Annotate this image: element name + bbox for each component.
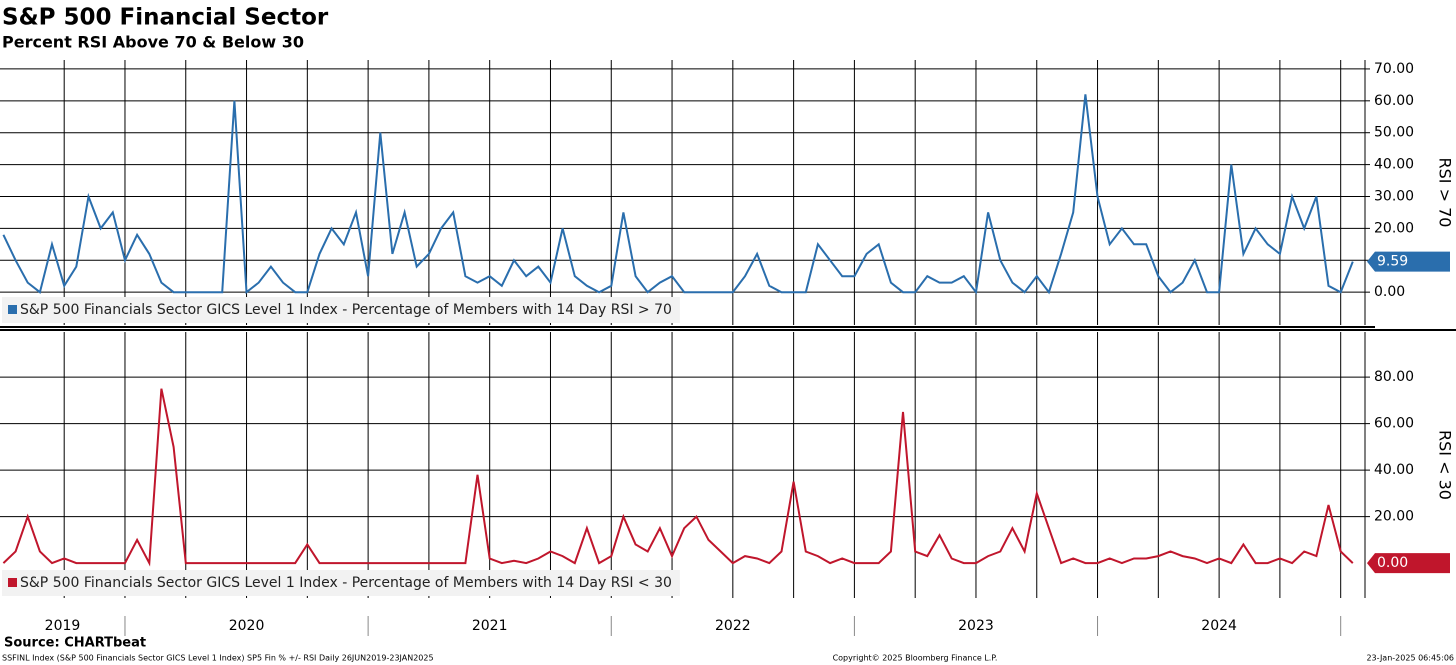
source: Source: CHARTbeat [4, 636, 146, 651]
legend-box [2, 297, 680, 323]
legend-swatch [8, 578, 17, 587]
plot-area [0, 60, 1365, 325]
x-tick-label: 2023 [958, 618, 994, 634]
legend-box [2, 570, 680, 596]
y-tick-label: 40.00 [1374, 462, 1414, 478]
x-tick-label: 2024 [1201, 618, 1237, 634]
legend-swatch [8, 305, 17, 314]
last-value-label: 9.59 [1377, 254, 1408, 270]
y-tick-label: 20.00 [1374, 509, 1414, 525]
y-tick-label: 40.00 [1374, 157, 1414, 173]
y-tick-label: 70.00 [1374, 61, 1414, 77]
legend: S&P 500 Financials Sector GICS Level 1 I… [2, 570, 680, 596]
data-line [2, 388, 1354, 567]
chart-title: S&P 500 Financial Sector [2, 5, 329, 31]
footer-left: SSFINL Index (S&P 500 Financials Sector … [2, 654, 434, 663]
data-line [2, 94, 1354, 295]
legend: S&P 500 Financials Sector GICS Level 1 I… [2, 297, 680, 323]
y-tick-label: 60.00 [1374, 416, 1414, 432]
footer-center: Copyright© 2025 Bloomberg Finance L.P. [833, 654, 998, 663]
chart-subtitle: Percent RSI Above 70 & Below 30 [2, 33, 304, 52]
y-tick-label: 60.00 [1374, 93, 1414, 109]
plot-area [0, 332, 1365, 598]
x-tick-label: 2019 [45, 618, 81, 634]
legend-label: S&P 500 Financials Sector GICS Level 1 I… [20, 575, 672, 591]
last-value-badge [1367, 251, 1450, 272]
y-tick-label: 50.00 [1374, 125, 1414, 141]
last-value-badge [1367, 553, 1450, 574]
x-tick-label: 2022 [715, 618, 751, 634]
legend-label: S&P 500 Financials Sector GICS Level 1 I… [20, 302, 672, 318]
last-value-label: 0.00 [1377, 555, 1408, 571]
y-axis-label: RSI > 70 [1436, 158, 1455, 228]
x-tick-label: 2020 [229, 618, 265, 634]
footer-right: 23-Jan-2025 06:45:06 [1366, 654, 1454, 663]
y-tick-label: 20.00 [1374, 220, 1414, 236]
x-tick-label: 2021 [472, 618, 508, 634]
y-axis-label: RSI < 30 [1436, 430, 1455, 500]
y-tick-label: 0.00 [1374, 284, 1405, 300]
y-tick-label: 80.00 [1374, 369, 1414, 385]
y-tick-label: 30.00 [1374, 188, 1414, 204]
